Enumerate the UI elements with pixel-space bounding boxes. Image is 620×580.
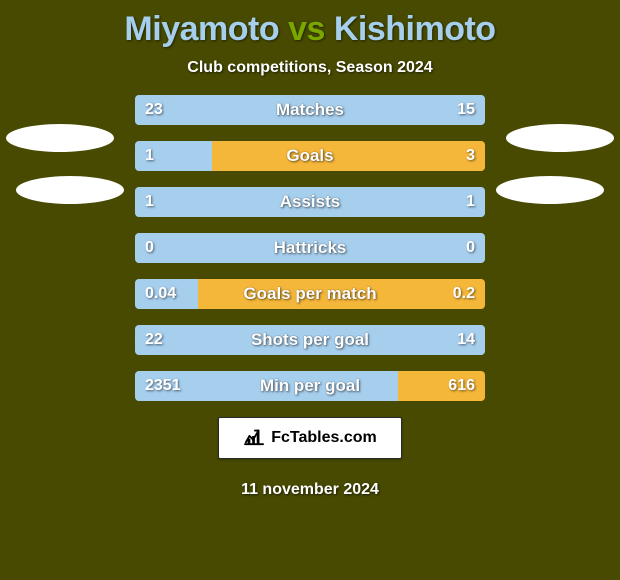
branding-text: FcTables.com xyxy=(271,429,377,447)
stat-bars-container: 2315Matches 13Goals 11Assists 00Hattricks 0.… xyxy=(135,95,485,401)
stat-label: Assists xyxy=(135,187,485,217)
stat-row: 2315Matches xyxy=(135,95,485,125)
stat-label: Min per goal xyxy=(135,371,485,401)
stat-label: Goals per match xyxy=(135,279,485,309)
stat-label: Shots per goal xyxy=(135,325,485,355)
stat-row: 2351616Min per goal xyxy=(135,371,485,401)
player1-club-photo xyxy=(16,176,124,204)
stat-row: 2214Shots per goal xyxy=(135,325,485,355)
player1-name: Miyamoto xyxy=(124,10,279,48)
comparison-title: Miyamoto vs Kishimoto xyxy=(0,0,620,53)
stat-row: 11Assists xyxy=(135,187,485,217)
stat-row: 13Goals xyxy=(135,141,485,171)
player2-name: Kishimoto xyxy=(334,10,496,48)
subtitle: Club competitions, Season 2024 xyxy=(0,53,620,95)
stat-label: Matches xyxy=(135,95,485,125)
vs-text: vs xyxy=(288,10,325,48)
branding-box: FcTables.com xyxy=(218,417,402,459)
branding-icon xyxy=(243,426,265,451)
stat-label: Goals xyxy=(135,141,485,171)
player1-photo xyxy=(6,124,114,152)
stat-label: Hattricks xyxy=(135,233,485,263)
date: 11 november 2024 xyxy=(0,481,620,499)
player2-club-photo xyxy=(496,176,604,204)
stat-row: 00Hattricks xyxy=(135,233,485,263)
stat-row: 0.040.2Goals per match xyxy=(135,279,485,309)
player2-photo xyxy=(506,124,614,152)
